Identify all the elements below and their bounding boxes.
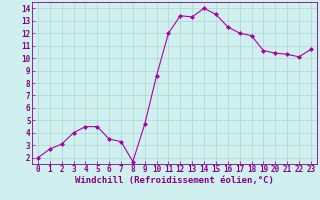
X-axis label: Windchill (Refroidissement éolien,°C): Windchill (Refroidissement éolien,°C) [75, 176, 274, 185]
